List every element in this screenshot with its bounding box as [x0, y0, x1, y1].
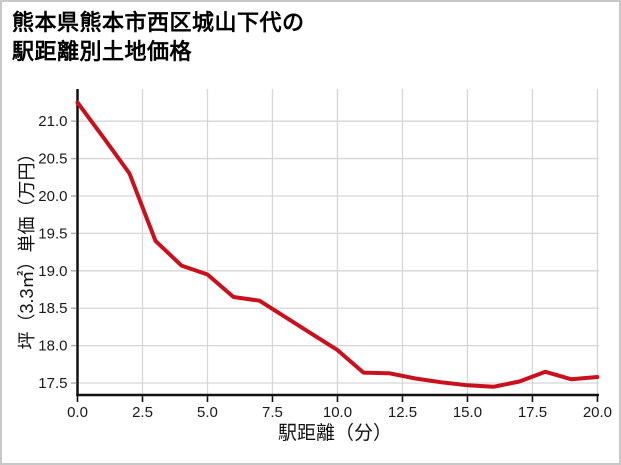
x-tick-label: 0.0 [67, 404, 88, 421]
x-tick-label: 2.5 [132, 404, 153, 421]
chart-title-line1: 熊本県熊本市西区城山下代の [12, 10, 305, 35]
y-tick-label: 19.0 [38, 263, 67, 280]
y-tick-label: 18.5 [38, 300, 67, 317]
y-tick-label: 20.0 [38, 188, 67, 205]
y-tick-label: 20.5 [38, 151, 67, 168]
y-tick-label: 19.5 [38, 225, 67, 242]
x-tick-label: 17.5 [518, 404, 547, 421]
x-tick-label: 7.5 [262, 404, 283, 421]
x-tick-label: 15.0 [453, 404, 482, 421]
x-tick-label: 20.0 [583, 404, 612, 421]
y-tick-label: 18.0 [38, 338, 67, 355]
chart-title-line2: 駅距離別土地価格 [12, 39, 193, 64]
x-tick-label: 10.0 [323, 404, 352, 421]
x-tick-label: 12.5 [388, 404, 417, 421]
y-tick-label: 17.5 [38, 375, 67, 392]
x-axis-label: 駅距離（分） [277, 423, 392, 444]
x-tick-label: 5.0 [197, 404, 218, 421]
price-line [75, 100, 600, 389]
chart-title: 熊本県熊本市西区城山下代の 駅距離別土地価格 [12, 8, 305, 66]
y-axis-label: 坪（3.3㎡）単価（万円） [17, 144, 37, 350]
y-tick-label: 21.0 [38, 113, 67, 130]
